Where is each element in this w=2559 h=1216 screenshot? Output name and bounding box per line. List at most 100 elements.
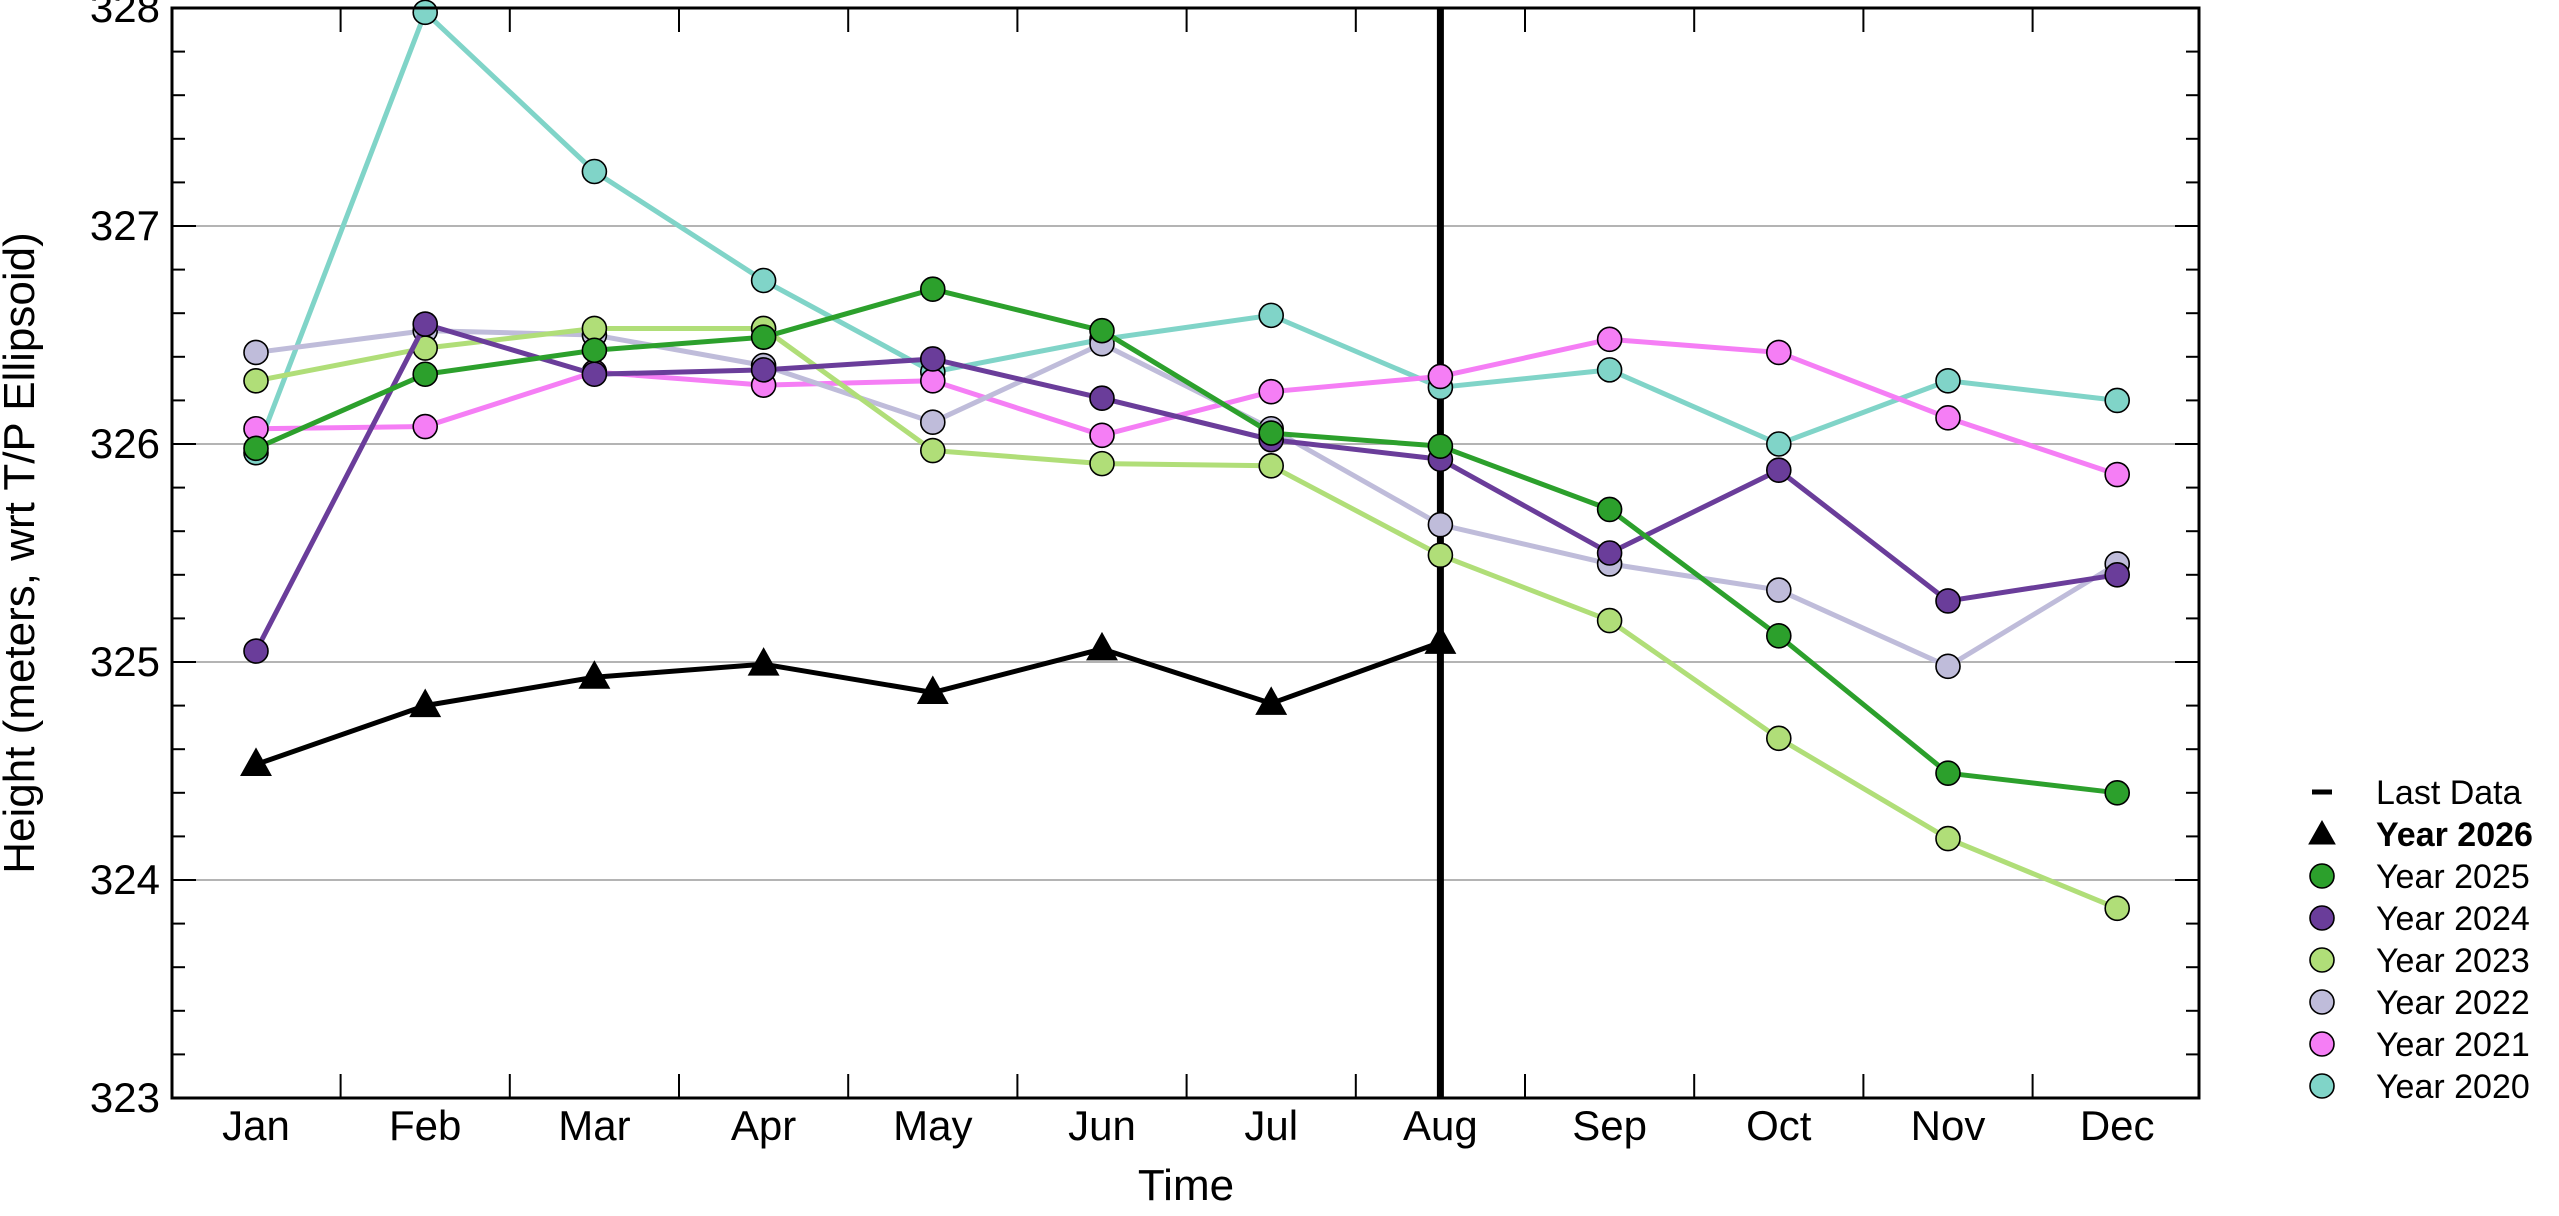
data-point [243, 638, 269, 664]
data-point [409, 688, 442, 718]
series-group [240, 0, 2130, 922]
data-point [1089, 385, 1115, 412]
data-point [1424, 625, 1457, 654]
data-point [1766, 725, 1792, 752]
legend-item-last-data: Last Data [2312, 774, 2522, 812]
data-point [919, 409, 946, 436]
legend-item-year-2022: Year 2022 [2309, 984, 2530, 1022]
x-tick-label: Dec [2080, 1102, 2155, 1149]
x-tick-label: Mar [558, 1102, 630, 1149]
series-line-year-2023 [255, 325, 2119, 911]
data-point [2104, 461, 2130, 488]
data-point [243, 339, 269, 366]
data-point [1766, 339, 1792, 366]
legend-item-year-2023: Year 2023 [2309, 942, 2530, 980]
y-tick-label: 327 [90, 202, 160, 249]
series-line-year-2020 [253, 9, 2118, 454]
x-tick-label: Apr [731, 1102, 796, 1149]
series-line-year-2021 [255, 336, 2118, 477]
legend-circle-icon [2309, 989, 2335, 1015]
data-point [1596, 540, 1623, 566]
data-point [1935, 825, 1961, 852]
data-point [1427, 433, 1454, 459]
data-point [412, 413, 439, 440]
data-point [578, 660, 611, 689]
x-tick-label: Oct [1746, 1102, 1812, 1149]
legend-item-year-2021: Year 2021 [2309, 1026, 2530, 1064]
legend-label: Year 2024 [2376, 900, 2530, 938]
data-point [747, 647, 780, 676]
data-point [916, 675, 949, 705]
data-point [1935, 405, 1961, 431]
data-point [1596, 357, 1623, 383]
series-line-year-2025 [254, 286, 2118, 796]
data-point [1766, 431, 1792, 457]
data-point [919, 367, 946, 394]
legend-label: Year 2021 [2376, 1026, 2530, 1064]
data-point [1766, 623, 1792, 649]
legend-item-year-2020: Year 2020 [2309, 1068, 2530, 1106]
data-point [2104, 561, 2130, 588]
data-point [240, 747, 272, 776]
y-tick-label: 324 [90, 856, 160, 903]
x-tick-label: Feb [389, 1102, 461, 1149]
series-line-year-2026 [255, 640, 1442, 767]
legend-item-year-2025: Year 2025 [2309, 858, 2530, 896]
legend-label: Year 2022 [2376, 984, 2530, 1022]
x-tick-label: Aug [1403, 1102, 1478, 1149]
y-tick-label: 325 [90, 638, 160, 685]
legend-circle-icon [2309, 1031, 2335, 1057]
data-point [750, 357, 777, 383]
legend-triangle-icon [2308, 819, 2336, 845]
x-tick-label: May [893, 1102, 972, 1149]
series-year-2024 [243, 311, 2130, 664]
data-point [1766, 577, 1792, 603]
data-point [1086, 631, 1118, 661]
tick-labels: 323 324 325 326 327 328 Jan Feb Mar Apr May Jun Jul A… [90, 0, 2155, 1149]
data-point [412, 0, 438, 26]
data-point [1596, 607, 1623, 634]
data-point [919, 437, 946, 464]
plot-frame [170, 6, 2201, 1100]
data-point [2104, 779, 2130, 806]
data-point [1935, 367, 1961, 394]
data-point [919, 346, 946, 372]
data-point [1427, 363, 1454, 390]
data-point [1427, 542, 1454, 568]
data-point [1596, 496, 1623, 523]
data-point [1766, 457, 1792, 483]
data-point [1255, 686, 1288, 715]
data-point [1935, 760, 1961, 786]
data-point [1089, 422, 1115, 449]
series-line-year-2022 [255, 328, 2119, 669]
axis-ticks [172, 7, 2199, 1099]
x-tick-label: Sep [1572, 1102, 1647, 1149]
y-axis-title: Height (meters, wrt T/P Ellipsoid) [0, 232, 44, 873]
legend-label: Year 2020 [2376, 1068, 2530, 1106]
legend-circle-icon [2309, 863, 2335, 889]
legend-item-year-2026: Year 2026 [2308, 816, 2533, 854]
data-point [1258, 302, 1284, 329]
data-point [1596, 326, 1623, 353]
data-point [243, 435, 269, 462]
y-tick-label: 326 [90, 420, 160, 467]
data-point [1258, 452, 1284, 479]
data-point [750, 324, 777, 350]
data-point [581, 315, 608, 342]
legend-circle-icon [2309, 947, 2335, 973]
legend-label: Year 2026 [2376, 816, 2533, 854]
data-point [2104, 895, 2130, 922]
data-point [412, 361, 439, 388]
legend-circle-icon [2309, 1073, 2335, 1099]
series-year-2026 [240, 625, 1457, 776]
legend-label: Year 2023 [2376, 942, 2530, 980]
data-point [412, 311, 439, 337]
x-tick-label: Jan [222, 1102, 290, 1149]
y-tick-label: 323 [90, 1074, 160, 1121]
data-point [1089, 317, 1115, 344]
legend-label: Year 2025 [2376, 858, 2530, 896]
y-tick-label: 328 [90, 0, 160, 31]
data-point [581, 158, 608, 185]
data-point [581, 337, 608, 364]
